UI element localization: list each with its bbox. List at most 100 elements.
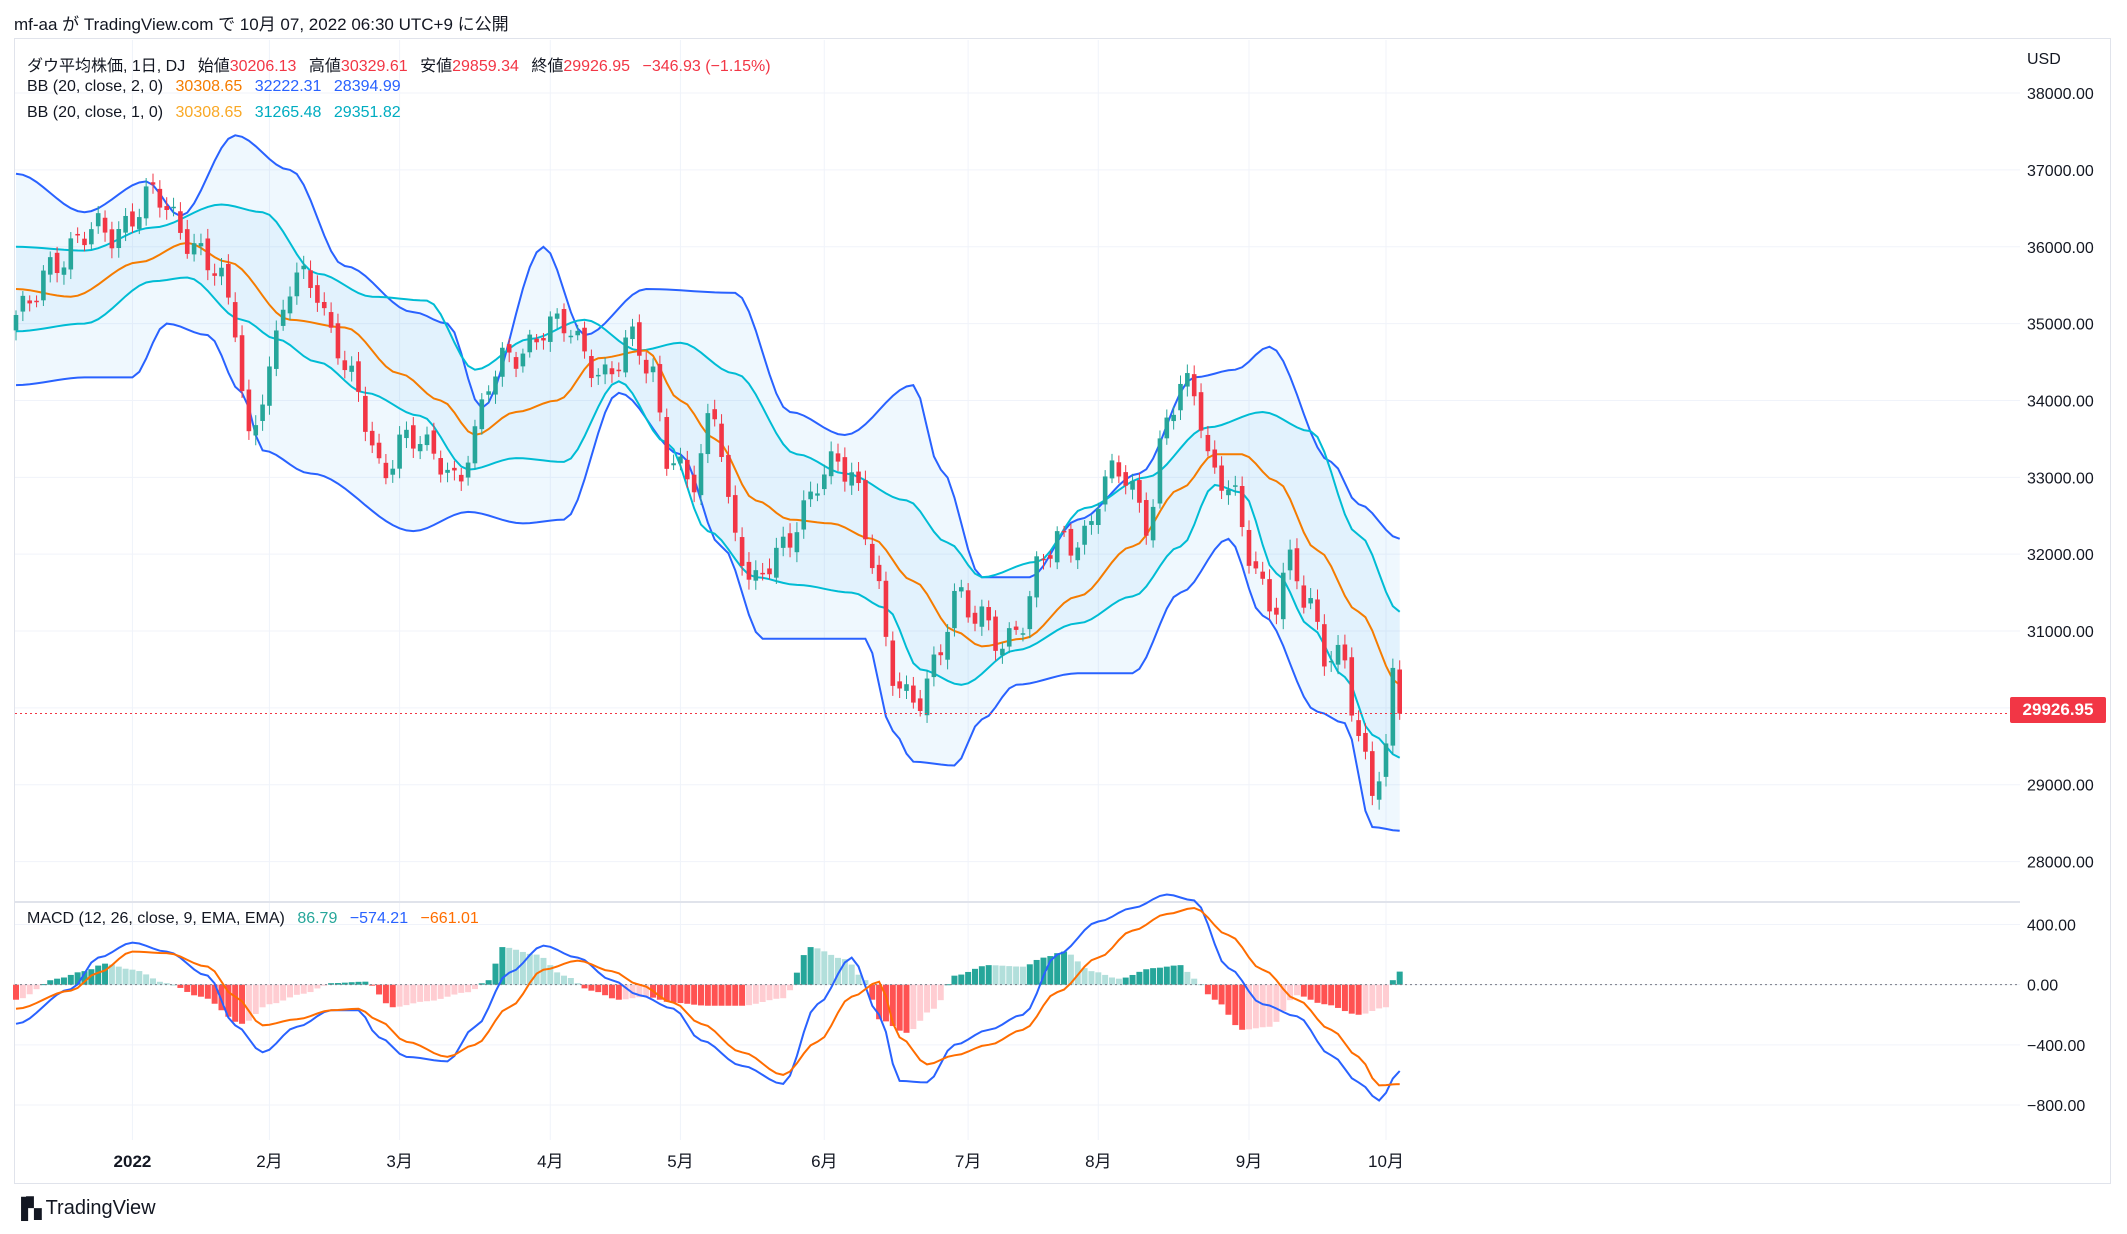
candle-body bbox=[520, 353, 526, 367]
macd-histogram-bar bbox=[26, 984, 33, 995]
macd-histogram-bar bbox=[1307, 984, 1314, 1000]
signal-line bbox=[15, 906, 1400, 1087]
candle-body bbox=[54, 252, 60, 274]
macd-histogram-bar bbox=[1239, 984, 1246, 1030]
candle-body bbox=[1150, 506, 1156, 541]
candle-body bbox=[1376, 781, 1382, 800]
macd-hist-value: 86.79 bbox=[297, 910, 338, 927]
candle-body bbox=[1116, 462, 1122, 477]
candle-body bbox=[1239, 486, 1245, 528]
macd-histogram-bar bbox=[156, 981, 163, 985]
candle-body bbox=[164, 206, 169, 210]
macd-histogram-bar bbox=[273, 984, 280, 1004]
candle-body bbox=[534, 338, 539, 343]
candle-body bbox=[287, 296, 293, 314]
macd-histogram-bar bbox=[602, 984, 609, 996]
candle-body bbox=[691, 474, 697, 493]
main-legend: ダウ平均株価, 1日, DJ 始値30206.13 高値30329.61 安値2… bbox=[27, 52, 779, 76]
candle-body bbox=[1322, 624, 1327, 667]
macd-histogram-bar bbox=[869, 984, 876, 1000]
candle-body bbox=[239, 335, 245, 392]
macd-histogram-bar bbox=[184, 984, 191, 992]
macd-histogram-bar bbox=[855, 974, 862, 985]
macd-histogram-bar bbox=[478, 983, 485, 985]
candle-body bbox=[390, 468, 396, 475]
macd-histogram-bar bbox=[793, 972, 800, 985]
macd-histogram-bar bbox=[588, 984, 595, 991]
candle-body bbox=[678, 456, 683, 464]
macd-histogram-bar bbox=[704, 984, 711, 1006]
candle-body bbox=[911, 685, 916, 703]
macd-histogram-bar bbox=[287, 984, 293, 998]
macd-histogram-bar bbox=[102, 963, 109, 985]
macd-histogram-bar bbox=[150, 978, 156, 985]
macd-histogram-bar bbox=[828, 954, 835, 985]
candle-body bbox=[438, 458, 443, 475]
price-tick-label: 28000.00 bbox=[2027, 855, 2094, 872]
macd-histogram-bar bbox=[848, 964, 855, 985]
candle-body bbox=[1102, 476, 1108, 505]
macd-histogram-bar bbox=[177, 984, 184, 988]
candle-body bbox=[315, 285, 320, 303]
price-tick-label: 35000.00 bbox=[2027, 317, 2094, 334]
candle-body bbox=[143, 186, 149, 219]
macd-histogram-bar bbox=[1287, 984, 1294, 1001]
macd-tick-label: −800.00 bbox=[2027, 1098, 2085, 1115]
candle-body bbox=[335, 323, 341, 359]
macd-histogram-bar bbox=[766, 984, 773, 1001]
macd-histogram-bar bbox=[1252, 984, 1259, 1029]
candle-body bbox=[780, 536, 786, 548]
macd-histogram-bar bbox=[1109, 977, 1115, 985]
macd-histogram-bar bbox=[1328, 984, 1335, 1006]
candle-body bbox=[479, 399, 485, 430]
macd-histogram-bar bbox=[122, 968, 129, 985]
macd-histogram-bar bbox=[841, 959, 848, 985]
candle-body bbox=[431, 430, 437, 454]
candle-body bbox=[383, 462, 389, 479]
candle-body bbox=[212, 273, 217, 276]
macd-histogram-bar bbox=[684, 984, 691, 1004]
macd-histogram-bar bbox=[718, 984, 725, 1006]
candle-body bbox=[616, 369, 622, 372]
candle-body bbox=[226, 263, 231, 298]
price-tick-label: 38000.00 bbox=[2027, 86, 2094, 103]
candle-body bbox=[452, 467, 457, 471]
candle-body bbox=[1006, 628, 1012, 647]
macd-histogram-bar bbox=[910, 984, 917, 1030]
macd-histogram-bar bbox=[451, 984, 458, 995]
macd-histogram-bar bbox=[1246, 984, 1252, 1030]
macd-histogram-bar bbox=[1136, 971, 1143, 985]
candle-body bbox=[1013, 626, 1019, 630]
candle-body bbox=[685, 459, 690, 480]
macd-histogram-bar bbox=[924, 984, 931, 1013]
high-value: 30329.61 bbox=[340, 58, 408, 75]
candle-body bbox=[856, 471, 861, 484]
candle-body bbox=[1370, 751, 1375, 796]
candle-body bbox=[767, 568, 772, 575]
candle-body bbox=[787, 533, 793, 548]
macd-histogram-bar bbox=[1389, 980, 1396, 985]
macd-histogram-bar bbox=[1348, 984, 1355, 1014]
candle-body bbox=[1246, 529, 1252, 566]
candle-body bbox=[917, 698, 923, 711]
macd-histogram-bar bbox=[1088, 971, 1095, 985]
publish-line: mf-aa が TradingView.com で 10月 07, 2022 0… bbox=[14, 15, 509, 34]
candle-body bbox=[993, 616, 998, 651]
macd-histogram-bar bbox=[403, 984, 410, 1006]
macd-histogram-bar bbox=[670, 984, 677, 1003]
candle-body bbox=[609, 368, 615, 375]
tradingview-logo[interactable]: ▐▚ TradingView bbox=[14, 1196, 156, 1221]
candle-body bbox=[321, 302, 327, 309]
macd-histogram-bar bbox=[410, 984, 417, 1004]
candle-body bbox=[1253, 561, 1259, 569]
macd-histogram-bar bbox=[245, 984, 252, 1021]
price-tick-label: 36000.00 bbox=[2027, 240, 2094, 257]
macd-histogram-bar bbox=[1314, 984, 1321, 1003]
macd-histogram-bar bbox=[1115, 978, 1122, 985]
candle-body bbox=[890, 640, 896, 686]
macd-histogram-bar bbox=[424, 984, 430, 1002]
candle-body bbox=[458, 474, 464, 482]
candle-body bbox=[1130, 481, 1135, 490]
macd-tick-label: 0.00 bbox=[2027, 978, 2058, 995]
